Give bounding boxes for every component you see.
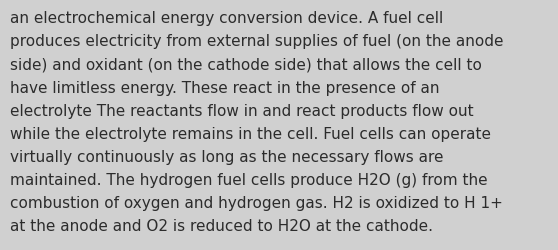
Text: while the electrolyte remains in the cell. Fuel cells can operate: while the electrolyte remains in the cel… [10,126,491,141]
Text: at the anode and O2 is reduced to H2O at the cathode.: at the anode and O2 is reduced to H2O at… [10,218,433,233]
Text: maintained. The hydrogen fuel cells produce H2O (g) from the: maintained. The hydrogen fuel cells prod… [10,172,488,187]
Text: have limitless energy. These react in the presence of an: have limitless energy. These react in th… [10,80,440,95]
Text: combustion of oxygen and hydrogen gas. H2 is oxidized to H 1+: combustion of oxygen and hydrogen gas. H… [10,195,503,210]
Text: produces electricity from external supplies of fuel (on the anode: produces electricity from external suppl… [10,34,503,49]
Text: virtually continuously as long as the necessary flows are: virtually continuously as long as the ne… [10,149,444,164]
Text: side) and oxidant (on the cathode side) that allows the cell to: side) and oxidant (on the cathode side) … [10,57,482,72]
Text: an electrochemical energy conversion device. A fuel cell: an electrochemical energy conversion dev… [10,11,443,26]
Text: electrolyte The reactants flow in and react products flow out: electrolyte The reactants flow in and re… [10,103,474,118]
